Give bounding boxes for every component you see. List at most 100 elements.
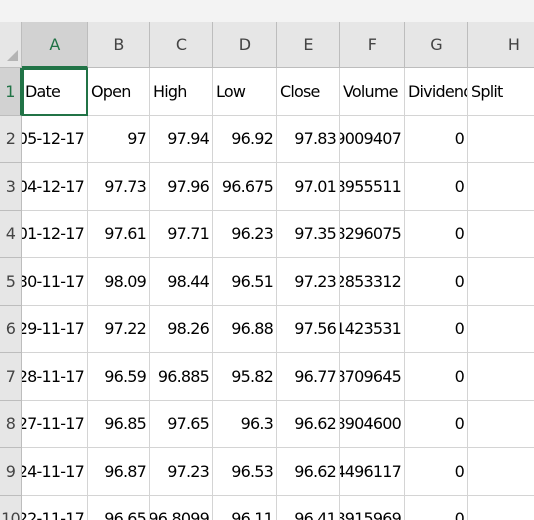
cell[interactable]: 1 [468,306,534,353]
row-header[interactable]: 1 [0,68,22,116]
row-header[interactable]: 4 [0,210,22,258]
column-header[interactable]: B [88,22,150,68]
cell[interactable]: Open [88,68,150,116]
cell[interactable]: 96.77 [277,353,340,401]
cell[interactable]: 4496117 [340,448,405,496]
cell[interactable]: 12853312 [340,258,405,306]
cell[interactable]: 24-11-17 [22,448,88,496]
cell[interactable]: 1 [468,496,534,520]
column-header[interactable]: D [213,22,277,68]
cell[interactable]: 8904600 [340,400,405,448]
cell[interactable]: High [150,68,213,116]
cell[interactable]: 9009407 [340,115,405,163]
corner-triangle [7,49,18,61]
column-header[interactable]: H [468,22,534,68]
column-header[interactable]: C [150,22,213,68]
cell[interactable]: 1 [468,163,534,211]
row-header[interactable]: 7 [0,353,22,401]
column-header[interactable]: E [277,22,340,68]
select-all-corner[interactable] [0,22,22,68]
cell[interactable]: 0 [405,353,468,401]
cell[interactable]: 96.92 [213,115,277,163]
column-header[interactable]: G [405,22,468,68]
cell[interactable]: 97.65 [150,400,213,448]
cell[interactable]: 0 [405,210,468,258]
cell[interactable]: 1 [468,258,534,306]
cell[interactable]: Low [213,68,277,116]
cell[interactable]: 96.59 [88,353,150,401]
cell[interactable]: 96.88 [213,305,277,353]
cell[interactable]: 1 [468,401,534,448]
row-header[interactable]: 3 [0,163,22,211]
cell[interactable]: 04-12-17 [22,163,88,211]
cell[interactable]: 8296075 [340,210,405,258]
column-header[interactable]: A [22,22,88,68]
cell[interactable]: 0 [405,258,468,306]
cell[interactable]: 97.35 [277,210,340,258]
cell[interactable]: 98.44 [150,258,213,306]
cell[interactable]: 96.885 [150,353,213,401]
cell[interactable]: 96.11 [213,495,277,520]
cell[interactable]: Close [277,68,340,116]
cell[interactable]: 96.85 [88,400,150,448]
cell[interactable]: 0 [405,115,468,163]
row-header[interactable]: 5 [0,258,22,306]
cell[interactable]: 97.83 [277,115,340,163]
cell[interactable]: Volume [340,68,405,116]
cell[interactable]: 97.71 [150,210,213,258]
cell[interactable]: 98.26 [150,305,213,353]
cell[interactable]: 97.94 [150,115,213,163]
cell[interactable]: 96.41 [277,495,340,520]
cell[interactable]: 97.96 [150,163,213,211]
row-header[interactable]: 6 [0,305,22,353]
cell[interactable]: Split [468,68,534,116]
cell[interactable]: 96.675 [213,163,277,211]
row-header[interactable]: 9 [0,448,22,496]
cell[interactable]: 97.23 [150,448,213,496]
cell[interactable]: 97.56 [277,305,340,353]
row-header[interactable]: 10 [0,495,22,520]
cell[interactable]: 0 [405,163,468,211]
cell[interactable]: 98.09 [88,258,150,306]
row-header[interactable]: 2 [0,115,22,163]
cell[interactable]: 01-12-17 [22,210,88,258]
row-header[interactable]: 8 [0,400,22,448]
cell[interactable]: 8709645 [340,353,405,401]
cell[interactable]: 0 [405,448,468,496]
cell[interactable]: 0 [405,400,468,448]
cell[interactable]: 97.23 [277,258,340,306]
cell[interactable]: 95.82 [213,353,277,401]
cell[interactable]: 97.73 [88,163,150,211]
cell[interactable]: 0 [405,495,468,520]
cell[interactable]: 8955511 [340,163,405,211]
cell[interactable]: Dividend [405,68,468,116]
cell[interactable]: 97 [88,115,150,163]
cell[interactable]: 29-11-17 [22,305,88,353]
cell[interactable]: 96.23 [213,210,277,258]
cell[interactable]: 1 [468,211,534,258]
cell[interactable]: Date [22,68,88,116]
cell[interactable]: 8915969 [340,495,405,520]
cell[interactable]: 96.87 [88,448,150,496]
cell[interactable]: 22-11-17 [22,495,88,520]
cell[interactable]: 97.01 [277,163,340,211]
cell[interactable]: 97.22 [88,305,150,353]
cell[interactable]: 11423531 [340,305,405,353]
cell[interactable]: 96.53 [213,448,277,496]
cell[interactable]: 27-11-17 [22,400,88,448]
cell[interactable]: 1 [468,353,534,401]
cell[interactable]: 97.61 [88,210,150,258]
cell[interactable]: 96.51 [213,258,277,306]
column-header[interactable]: F [340,22,405,68]
cell[interactable]: 96.62 [277,400,340,448]
cell[interactable]: 05-12-17 [22,115,88,163]
cell[interactable]: 96.62 [277,448,340,496]
cell[interactable]: 1 [468,116,534,163]
cell[interactable]: 30-11-17 [22,258,88,306]
cell[interactable]: 96.3 [213,400,277,448]
cell[interactable]: 96.65 [88,495,150,520]
cell[interactable]: 28-11-17 [22,353,88,401]
cell[interactable]: 1 [468,448,534,496]
cell[interactable]: 0 [405,305,468,353]
cell[interactable]: 96.8099 [150,495,213,520]
